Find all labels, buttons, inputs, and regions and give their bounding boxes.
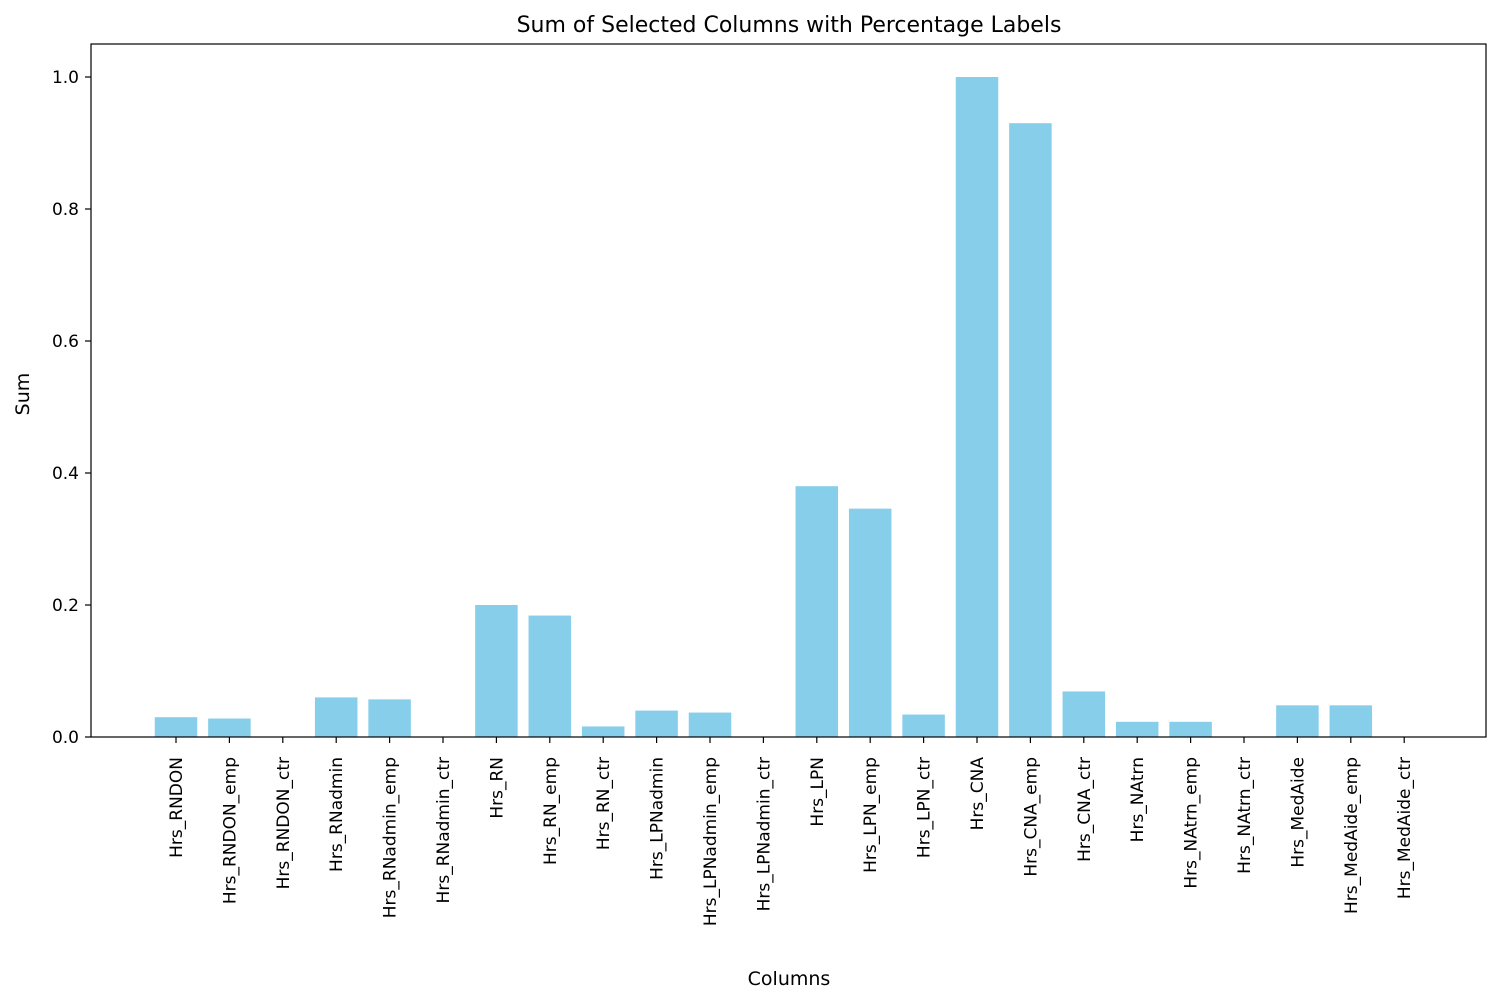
x-tick-label: Hrs_CNA — [968, 757, 988, 831]
bar — [848, 508, 892, 737]
x-tick-label: Hrs_CNA_ctr — [1075, 757, 1095, 862]
bar — [1276, 705, 1319, 737]
bar — [528, 615, 572, 737]
bar — [902, 714, 945, 737]
x-tick-label: Hrs_MedAide_ctr — [1395, 757, 1415, 899]
bar — [368, 699, 411, 737]
bar — [208, 718, 251, 737]
bar — [1062, 691, 1106, 737]
y-tick-label: 0.2 — [52, 596, 79, 616]
x-tick-label: Hrs_LPNadmin_emp — [701, 757, 721, 926]
bar — [475, 605, 518, 737]
x-tick-label: Hrs_RNDON — [167, 757, 187, 858]
x-tick-label: Hrs_LPN — [808, 757, 828, 827]
x-tick-label: Hrs_RNadmin_emp — [381, 757, 401, 918]
bar — [1115, 721, 1159, 737]
x-tick-label: Hrs_MedAide_emp — [1342, 757, 1362, 914]
y-axis-label: Sum — [12, 373, 34, 416]
x-tick-label: Hrs_RNDON_emp — [220, 757, 240, 904]
x-tick-label: Hrs_RN_ctr — [594, 757, 614, 850]
y-tick-label: 0.0 — [52, 728, 79, 748]
x-tick-label: Hrs_LPN_emp — [861, 757, 881, 873]
bar — [1329, 705, 1373, 737]
x-tick-label: Hrs_RNadmin_ctr — [434, 757, 454, 903]
x-tick-label: Hrs_LPNadmin_ctr — [754, 757, 774, 911]
x-tick-label: Hrs_NAtrn_ctr — [1235, 757, 1255, 874]
y-tick-label: 1.0 — [52, 68, 79, 88]
y-tick-label: 0.6 — [52, 332, 79, 352]
x-tick-label: Hrs_RNadmin — [327, 757, 347, 872]
bar — [635, 710, 678, 737]
x-tick-label: Hrs_CNA_emp — [1021, 757, 1041, 877]
y-tick-label: 0.4 — [52, 464, 79, 484]
x-tick-label: Hrs_RNDON_ctr — [274, 757, 294, 889]
x-tick-label: Hrs_LPNadmin — [648, 757, 668, 880]
bar — [314, 697, 358, 737]
x-tick-label: Hrs_RN — [487, 757, 507, 819]
x-tick-label: Hrs_NAtrn_emp — [1182, 757, 1202, 889]
x-tick-label: Hrs_RN_emp — [541, 757, 561, 865]
bars — [154, 77, 1373, 737]
x-tick-label: Hrs_LPN_ctr — [915, 757, 935, 858]
bar — [1009, 123, 1052, 737]
bar — [154, 717, 198, 737]
x-axis: Hrs_RNDON Hrs_RNDON_emp Hrs_RNDON_ctr Hrs_R… — [167, 737, 1415, 926]
bar — [1169, 721, 1212, 737]
x-tick-label: Hrs_MedAide — [1288, 757, 1308, 868]
bar — [688, 712, 732, 737]
bar — [581, 726, 625, 737]
bar — [795, 486, 839, 737]
y-axis: 0.0 0.2 0.4 0.6 0.8 1.0 — [52, 68, 91, 748]
bar — [955, 77, 999, 737]
x-tick-label: Hrs_NAtrn — [1128, 757, 1148, 842]
plot-frame — [90, 43, 1487, 738]
chart-title: Sum of Selected Columns with Percentage … — [517, 13, 1062, 38]
y-tick-label: 0.8 — [52, 200, 79, 220]
x-axis-label: Columns — [748, 968, 831, 990]
